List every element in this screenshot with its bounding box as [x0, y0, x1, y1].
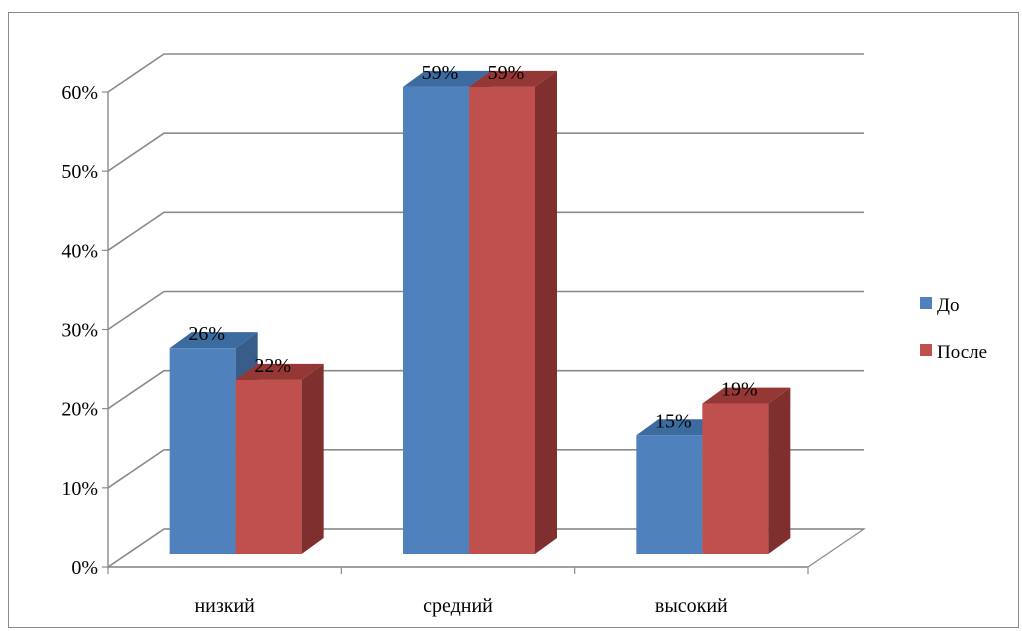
y-tick-label: 50% [61, 161, 98, 183]
data-label: 59% [488, 62, 525, 84]
legend-swatch-series-1 [920, 344, 932, 356]
x-tick-label: высокий [655, 595, 728, 617]
bar-front [235, 379, 302, 554]
legend-label-series-0: До [937, 295, 959, 316]
data-label: 59% [422, 62, 459, 84]
gridline [107, 449, 864, 489]
bar-top [235, 363, 324, 380]
x-tick-label: средний [423, 595, 493, 617]
bar-front [702, 403, 769, 554]
bar-top [169, 332, 258, 349]
bar-front [403, 86, 469, 555]
data-label: 15% [655, 410, 692, 432]
data-labels: 26% 22% 59% 59% 15% 19% [188, 62, 757, 432]
bar [469, 70, 557, 555]
bar-top [469, 70, 557, 87]
legend-label-series-1: После [937, 342, 987, 363]
gridline [107, 369, 864, 410]
bar [702, 387, 791, 554]
bars [169, 70, 791, 555]
bar [636, 419, 725, 554]
bar-front [469, 86, 535, 555]
data-label: 26% [188, 323, 225, 345]
gridline [107, 132, 864, 172]
x-tick-labels: низкий средний высокий [194, 595, 728, 617]
bar-front [636, 435, 703, 554]
legend: До После [920, 295, 987, 363]
gridline [107, 290, 864, 331]
y-tick-label: 30% [61, 320, 98, 342]
bar-side [768, 387, 791, 554]
bar-top [702, 387, 791, 404]
data-label: 22% [254, 355, 291, 377]
gridline [107, 211, 864, 251]
bar-top [403, 70, 491, 87]
axes [102, 91, 809, 574]
gridlines [107, 53, 864, 568]
y-tick-label: 40% [61, 240, 98, 262]
y-tick-label: 20% [61, 399, 98, 421]
bar-front [169, 348, 236, 554]
bar-side [535, 70, 557, 555]
x-tick-label: низкий [194, 595, 255, 617]
gridline [107, 53, 864, 93]
y-tick-labels: 0% 10% 20% 30% 40% 50% 60% [61, 82, 98, 579]
y-tick-label: 0% [71, 557, 98, 579]
gridline [107, 528, 864, 568]
y-tick-label: 10% [61, 478, 98, 500]
legend-swatch-series-0 [920, 297, 932, 309]
bar-side [301, 363, 324, 554]
data-label: 19% [721, 379, 758, 401]
bar [235, 363, 324, 554]
y-tick-label: 60% [61, 82, 98, 104]
